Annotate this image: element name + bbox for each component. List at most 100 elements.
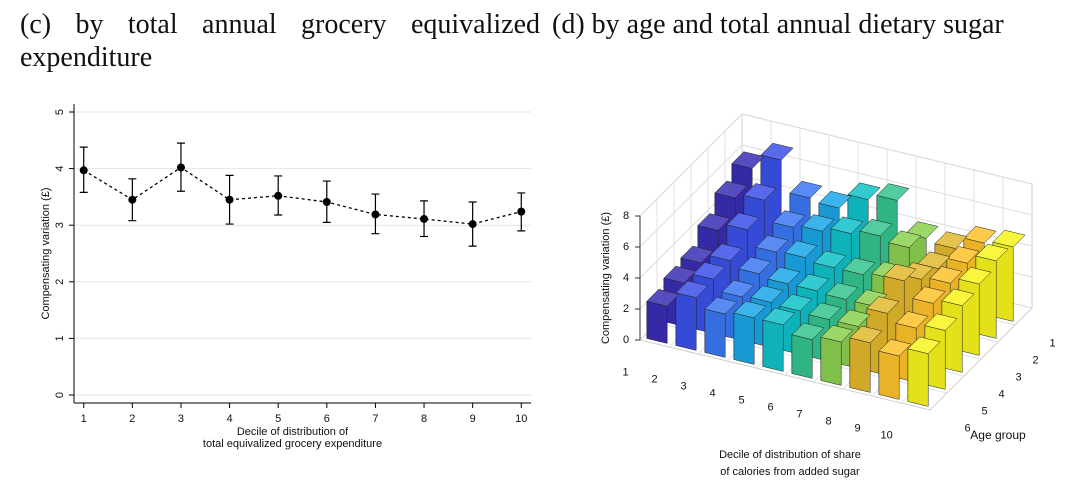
point	[128, 195, 137, 204]
grid-line	[639, 144, 1033, 248]
point	[274, 191, 283, 200]
bar-top	[895, 311, 929, 329]
depth-tick-label: 6	[964, 422, 970, 434]
x-axis-label: Decile of distribution of share	[719, 449, 861, 461]
bar-top	[714, 180, 748, 199]
x-tick-label: 3	[681, 380, 687, 392]
bar-top	[907, 336, 941, 354]
x-tick-label: 9	[470, 413, 476, 425]
bar-top	[755, 235, 789, 253]
bar-top	[876, 183, 910, 201]
x-tick-label: 8	[421, 413, 427, 425]
bar-top	[878, 338, 912, 357]
y-tick-label: 1	[54, 335, 66, 341]
bar-top	[697, 213, 731, 231]
bar-top	[767, 266, 801, 285]
x-tick-label: 6	[324, 413, 330, 425]
y-axis-label: Compensating variation (£)	[40, 187, 52, 319]
bar-top	[888, 230, 922, 248]
x-axis-label: of calories from added sugar	[720, 466, 860, 478]
plot-area	[74, 104, 531, 403]
x-tick-label: 8	[826, 415, 832, 427]
x-tick-label: 4	[710, 387, 716, 399]
y-tick-label: 4	[54, 166, 66, 172]
bar-front	[820, 336, 842, 386]
bar	[820, 324, 854, 386]
bar-front	[704, 308, 726, 358]
bar-front	[907, 348, 929, 407]
bar-front	[849, 337, 871, 393]
bar-top	[791, 322, 825, 340]
depth-tick-label: 3	[1015, 371, 1021, 383]
z-axis-label: Compensating variation (£)	[600, 212, 612, 344]
bar-top	[738, 256, 772, 275]
bar-top	[646, 289, 680, 307]
x-tick-label: 5	[275, 413, 281, 425]
z-tick-label: 6	[623, 241, 629, 253]
bar-top	[789, 180, 823, 199]
bar-top	[726, 212, 760, 230]
z-tick-label: 2	[623, 303, 629, 315]
bar-top	[801, 214, 835, 232]
point	[468, 220, 477, 229]
bar-top	[704, 296, 738, 315]
bar-top	[675, 280, 709, 298]
point	[225, 195, 234, 204]
bar-front	[791, 334, 813, 379]
depth-tick-label: 5	[981, 405, 987, 417]
bar-top	[934, 231, 968, 249]
bar-top	[941, 288, 975, 306]
point	[517, 207, 526, 216]
x-tick-label: 9	[855, 422, 861, 434]
bar-top	[733, 300, 767, 319]
point	[371, 210, 380, 219]
point	[420, 214, 429, 223]
bar-top	[779, 293, 813, 312]
bar	[675, 280, 709, 351]
bar-top	[818, 191, 852, 209]
depth-tick-label: 4	[998, 388, 1004, 400]
x-tick-label: 10	[515, 413, 527, 425]
bar-front	[733, 312, 755, 365]
bar-top	[680, 245, 714, 264]
y-tick-label: 3	[54, 222, 66, 228]
y-tick-label: 5	[54, 109, 66, 115]
x-tick-label: 3	[178, 413, 184, 425]
depth-axis-label: Age group	[970, 428, 1026, 442]
bar-top	[924, 313, 958, 331]
bar-top	[883, 263, 917, 282]
bar-top	[859, 218, 893, 237]
bar-front	[878, 350, 900, 400]
x-tick-label: 7	[372, 413, 378, 425]
bar	[849, 325, 883, 393]
y-tick-label: 2	[54, 279, 66, 285]
bar-top	[721, 279, 755, 298]
bar-top	[709, 243, 743, 261]
bar-top	[731, 151, 765, 169]
x-tick-label: 5	[739, 394, 745, 406]
bar-top	[796, 273, 830, 292]
bar-top	[808, 302, 842, 320]
bar	[907, 336, 941, 407]
bar-top	[743, 183, 777, 201]
bar-top	[929, 266, 963, 284]
x-tick-label: 4	[227, 413, 233, 425]
bar-top	[820, 324, 854, 343]
x-tick-label: 1	[623, 366, 629, 378]
bar-top	[912, 286, 946, 304]
bar	[704, 296, 738, 358]
bar	[646, 289, 680, 344]
bar	[779, 293, 813, 355]
bar	[878, 338, 912, 400]
bar-top	[958, 267, 992, 285]
bar-top	[849, 325, 883, 344]
bar-top	[842, 257, 876, 275]
bar-top	[692, 262, 726, 280]
point	[79, 166, 88, 175]
bar-top	[830, 216, 864, 234]
point	[322, 197, 331, 206]
data-line	[83, 166, 522, 225]
x-tick-label: 2	[129, 413, 135, 425]
bar-top	[784, 240, 818, 258]
